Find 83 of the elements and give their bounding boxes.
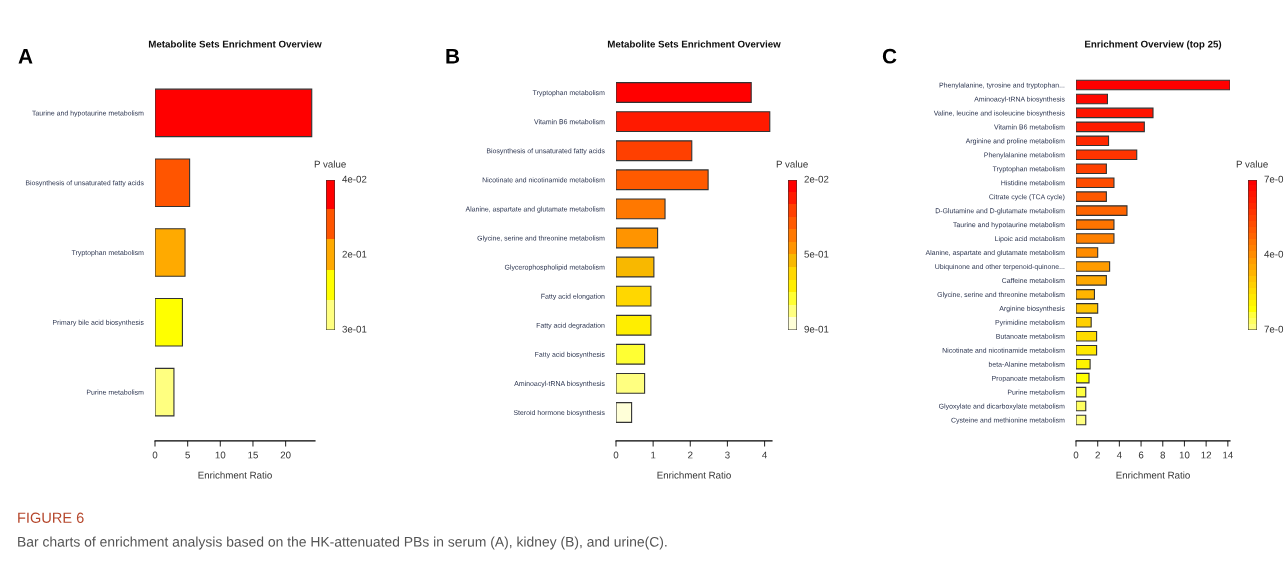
bar [616, 285, 652, 307]
text: B [446, 49, 460, 64]
x-tick-label: 2 [688, 451, 693, 459]
bar [1076, 135, 1110, 147]
bar [616, 314, 652, 336]
text: 4e-02 [342, 175, 367, 183]
x-tick-label: 5 [185, 451, 190, 459]
bar [1076, 386, 1087, 398]
legend-title: P value [1236, 160, 1268, 168]
bar [1076, 107, 1154, 119]
chart-title: Metabolite Sets Enrichment Overview [148, 40, 322, 48]
bar [1076, 316, 1092, 328]
bar [1076, 121, 1145, 133]
bar [1076, 400, 1087, 412]
text: Bar charts of enrichment analysis based on the HK-attenuated PBs in serum (A), kidney (B), and urine(C). [18, 536, 667, 550]
bar [155, 367, 175, 417]
caption: FIGURE 6 [18, 512, 84, 523]
bar [616, 256, 655, 278]
bar [616, 198, 666, 220]
bar [616, 372, 646, 394]
x-tick-label: 10 [215, 451, 226, 459]
bar [155, 228, 186, 277]
x-axis-title: Enrichment Ratio [198, 471, 272, 479]
x-tick-label: 15 [248, 451, 258, 459]
text: A [18, 49, 33, 64]
bar [1076, 191, 1107, 202]
bar [1076, 247, 1099, 258]
x-tick-label: 12 [1201, 451, 1212, 459]
x-tick-label: 8 [1160, 451, 1166, 459]
bar [1076, 303, 1099, 314]
bar [1076, 330, 1098, 342]
text: 2e-01 [342, 250, 367, 258]
x-tick-label: 3 [725, 451, 730, 459]
bar [1076, 233, 1115, 244]
x-tick-label: 6 [1138, 451, 1144, 459]
bar [1076, 163, 1107, 175]
bar [155, 88, 313, 138]
bar [1076, 261, 1111, 272]
text: 2e-02 [804, 175, 829, 183]
bar [616, 402, 633, 423]
text: 3e-01 [342, 325, 367, 333]
chart-title: Enrichment Overview (top 25) [1085, 40, 1222, 50]
bar [1076, 358, 1091, 370]
text: 5e-01 [804, 250, 829, 258]
bar [1076, 289, 1095, 300]
text: 4e-0 [1264, 250, 1284, 258]
x-tick-label: 4 [762, 451, 767, 459]
text: 7e-0 [1264, 325, 1284, 333]
x-tick-label: 0 [613, 451, 619, 459]
bar [1076, 177, 1115, 189]
x-tick-label: 2 [1095, 451, 1100, 459]
bar [616, 227, 659, 249]
bar [1076, 79, 1230, 91]
bar [1076, 219, 1115, 230]
x-tick-label: 1 [651, 451, 656, 459]
bar [1076, 205, 1128, 216]
bar [1076, 372, 1090, 384]
x-tick-label: 14 [1223, 451, 1233, 459]
bar [1076, 93, 1109, 105]
bar [1076, 149, 1138, 161]
bar [616, 343, 646, 365]
chart-title: Metabolite Sets Enrichment Overview [607, 40, 781, 48]
x-axis-title: Enrichment Ratio [657, 471, 731, 479]
bar [616, 111, 771, 133]
legend-title: P value [776, 160, 808, 168]
legend-title: P value [314, 160, 346, 168]
x-tick-label: 20 [280, 451, 291, 459]
x-tick-label: 4 [1116, 451, 1122, 459]
bar [1076, 344, 1098, 356]
x-tick-label: 0 [1073, 451, 1079, 459]
text: C [882, 48, 897, 64]
text: 7e-0 [1264, 175, 1284, 183]
bar [616, 140, 693, 162]
bar [155, 298, 183, 347]
bar [155, 158, 191, 207]
x-tick-label: 0 [152, 451, 158, 459]
bar [1076, 414, 1087, 426]
bar [616, 169, 709, 191]
bar [1076, 275, 1107, 286]
x-axis-title: Enrichment Ratio [1116, 471, 1190, 479]
text: 9e-01 [804, 325, 829, 333]
x-tick-label: 10 [1179, 451, 1190, 459]
bar [616, 82, 752, 103]
